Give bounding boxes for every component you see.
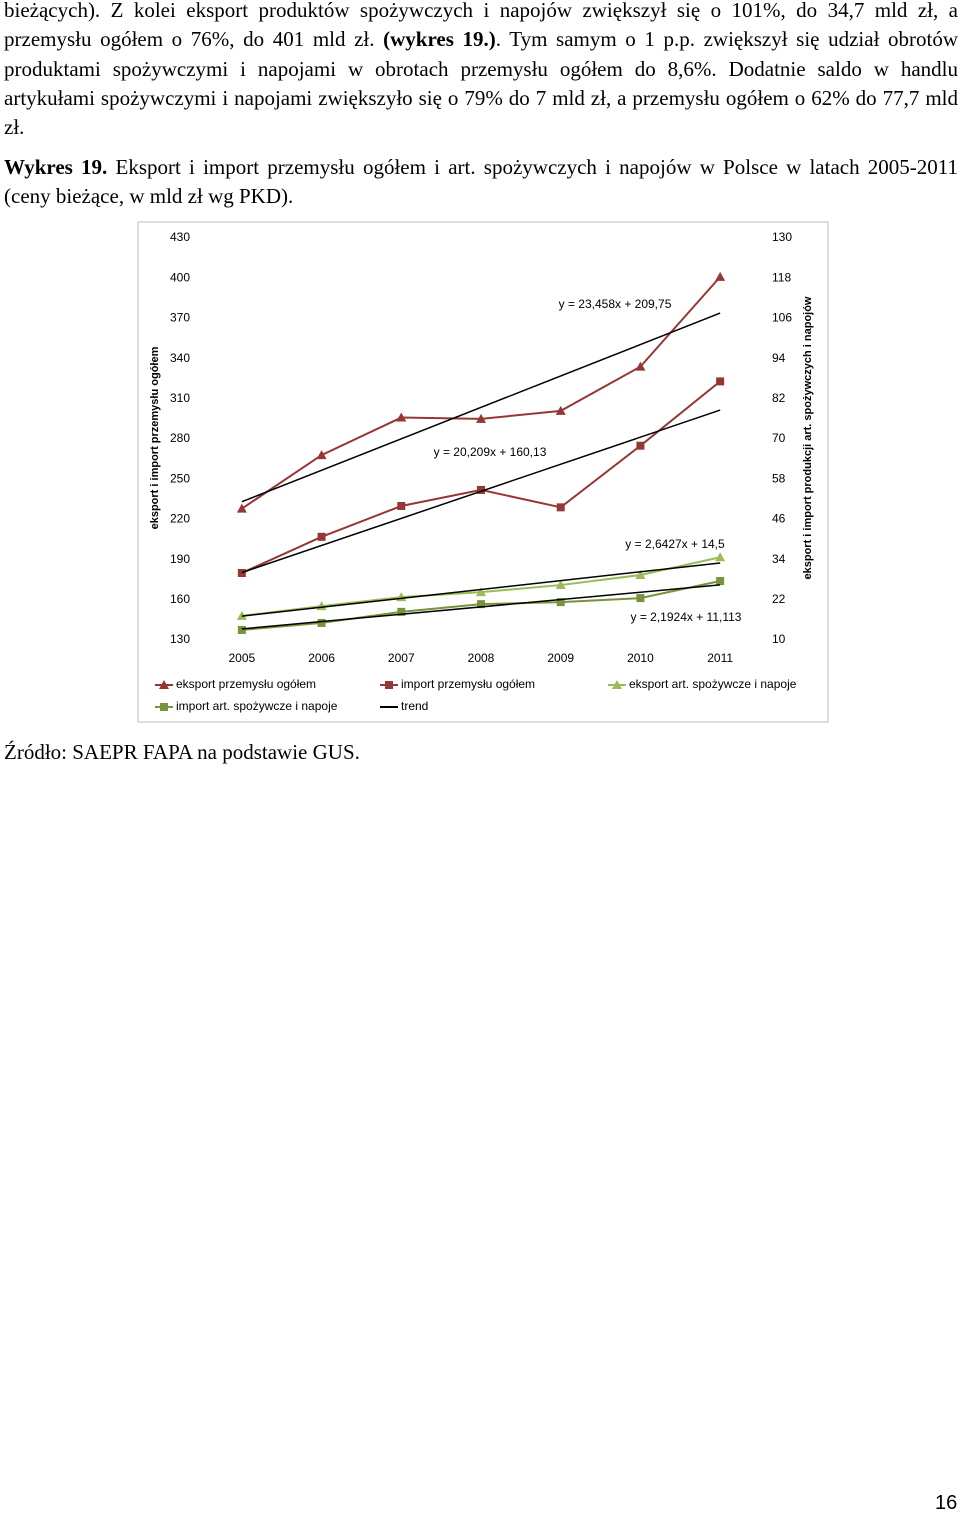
y-axis-title: eksport i import przemysłu ogółem (149, 346, 161, 529)
marker (236, 503, 247, 513)
source: Źródło: SAEPR FAPA na podstawie GUS. (4, 740, 360, 764)
y2-axis-title: eksport i import produkcji art. spożywcz… (802, 296, 814, 579)
legend-label: trend (401, 699, 428, 713)
marker (317, 618, 326, 627)
x-tick-label: 2006 (308, 651, 335, 665)
marker (635, 361, 646, 371)
y2-tick-label: 82 (772, 391, 786, 405)
marker (716, 577, 725, 586)
caption-text: Eksport i import przemysłu ogółem i art.… (4, 155, 959, 209)
y-tick-label: 340 (170, 351, 190, 365)
x-tick-label: 2010 (627, 651, 654, 665)
marker (715, 552, 726, 562)
trend-line (241, 584, 721, 630)
marker (556, 598, 565, 607)
marker (159, 680, 169, 689)
x-tick-label: 2011 (707, 651, 733, 665)
caption: Wykres 19. Eksport i import przemysłu og… (4, 153, 958, 212)
y2-tick-label: 22 (772, 592, 786, 606)
text: bieżących). Z kolei eksport produktów sp… (4, 0, 958, 52)
y2-tick-label: 10 (772, 632, 786, 646)
paragraph: bieżących). Z kolei eksport produktów sp… (4, 0, 958, 142)
text: . Tym samym o 1 p.p. zwiększył się udzia… (4, 27, 959, 140)
page-number: 16 (935, 1492, 958, 1514)
y-tick-label: 130 (170, 632, 190, 646)
marker (397, 607, 406, 616)
trend-label: y = 20,209x + 160,13 (434, 445, 547, 459)
y-tick-label: 310 (170, 391, 190, 405)
y2-tick-label: 94 (772, 351, 786, 365)
marker (477, 600, 485, 609)
marker (237, 569, 246, 577)
marker (316, 450, 327, 460)
marker (636, 441, 645, 450)
y-tick-label: 280 (170, 431, 190, 445)
marker (716, 377, 725, 386)
marker (476, 413, 486, 423)
y-tick-label: 160 (170, 592, 190, 606)
y2-tick-label: 58 (772, 471, 786, 485)
y-tick-label: 190 (170, 552, 190, 566)
trend-label: y = 23,458x + 209,75 (559, 297, 672, 311)
marker (635, 570, 646, 580)
x-tick-label: 2009 (547, 651, 574, 665)
marker (555, 405, 566, 415)
trend-line (241, 409, 721, 574)
trend-line (241, 312, 721, 503)
x-tick-label: 2007 (388, 651, 415, 665)
caption-label: Wykres 19. (4, 155, 108, 179)
marker (397, 502, 406, 510)
trend-line (241, 562, 721, 617)
y2-tick-label: 130 (772, 230, 792, 244)
marker (476, 587, 486, 597)
marker (237, 625, 246, 634)
legend-label: import przemysłu ogółem (401, 677, 535, 691)
marker (612, 680, 622, 689)
marker (160, 703, 168, 711)
marker (477, 485, 485, 494)
y-tick-label: 430 (170, 230, 190, 244)
y2-tick-label: 70 (772, 431, 786, 445)
marker (385, 681, 393, 689)
marker (317, 532, 326, 541)
y2-tick-label: 118 (772, 270, 791, 284)
trend-label: y = 2,1924x + 11,113 (631, 610, 742, 624)
trend-label: y = 2,6427x + 14,5 (625, 537, 725, 551)
y2-tick-label: 106 (772, 311, 792, 325)
marker (396, 412, 407, 422)
y-tick-label: 250 (170, 471, 190, 485)
x-tick-label: 2008 (468, 651, 495, 665)
y-tick-label: 400 (170, 270, 190, 284)
chart-border (137, 221, 829, 723)
marker (715, 271, 726, 281)
legend-label: import art. spożywcze i napoje (176, 699, 338, 713)
y2-tick-label: 46 (772, 512, 786, 526)
y-tick-label: 370 (170, 311, 190, 325)
y-tick-label: 220 (170, 512, 190, 526)
marker (556, 503, 565, 512)
marker (636, 594, 645, 603)
legend-label: eksport art. spożywcze i napoje (629, 677, 797, 691)
x-tick-label: 2005 (229, 651, 256, 665)
legend-label: eksport przemysłu ogółem (176, 677, 316, 691)
y2-tick-label: 34 (772, 552, 786, 566)
text-bold: (wykres 19.) (383, 27, 496, 52)
marker (555, 580, 566, 590)
